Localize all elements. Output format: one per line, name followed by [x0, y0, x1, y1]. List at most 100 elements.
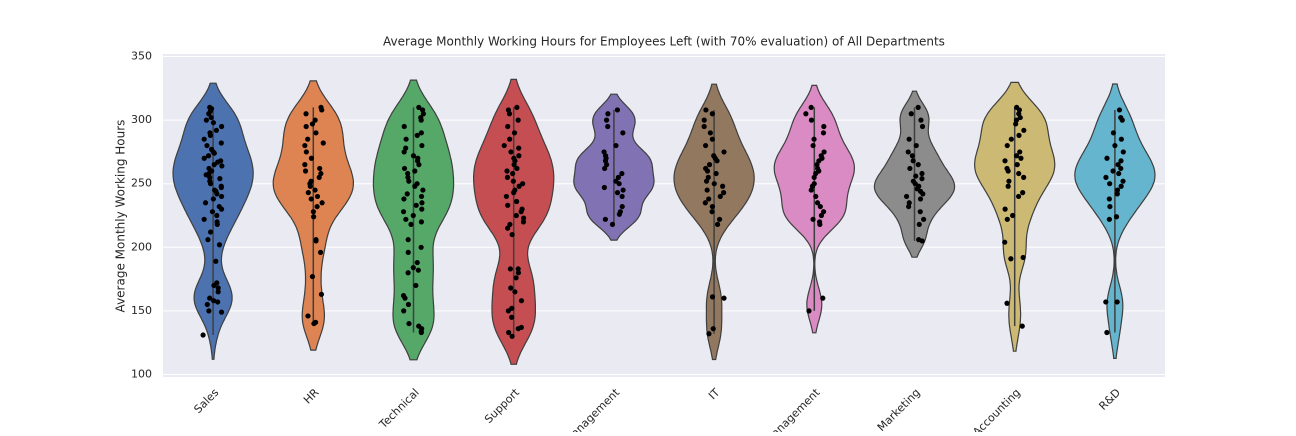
point	[515, 266, 521, 272]
point	[207, 130, 213, 136]
point	[419, 142, 425, 149]
point	[400, 209, 407, 215]
y-tick-label: 300	[131, 113, 152, 126]
point	[418, 114, 424, 121]
point	[510, 170, 516, 177]
point	[218, 309, 225, 315]
point	[201, 136, 207, 142]
x-tick-label: Product Management	[730, 386, 823, 432]
point	[702, 200, 708, 206]
point	[214, 219, 220, 225]
point	[514, 165, 520, 172]
point	[1107, 181, 1113, 187]
point	[602, 216, 608, 222]
point	[513, 275, 519, 281]
point	[309, 121, 316, 127]
point	[415, 267, 421, 273]
y-tick-label: 200	[131, 240, 152, 253]
point	[1104, 155, 1110, 161]
point	[509, 231, 515, 238]
point	[414, 181, 420, 187]
point	[319, 200, 325, 206]
point	[403, 145, 409, 151]
point	[808, 104, 814, 111]
point	[202, 200, 209, 206]
point	[1004, 165, 1010, 172]
point	[420, 187, 426, 193]
point	[803, 111, 809, 117]
point	[209, 209, 216, 215]
point	[907, 165, 913, 172]
point	[305, 313, 311, 319]
point	[509, 314, 515, 320]
point	[1017, 149, 1023, 155]
point	[420, 107, 426, 113]
point	[921, 216, 927, 222]
point	[508, 149, 514, 155]
point	[1116, 107, 1123, 113]
point	[405, 270, 411, 276]
point	[703, 107, 709, 113]
point	[308, 178, 314, 184]
point	[709, 209, 715, 215]
x-tick-label: IT	[706, 386, 722, 402]
point	[1019, 323, 1025, 329]
point	[210, 196, 216, 202]
point	[207, 229, 214, 235]
point	[308, 155, 315, 161]
point	[309, 273, 316, 280]
point	[820, 130, 827, 136]
point	[212, 187, 218, 193]
point	[1002, 239, 1008, 245]
x-tick-label: R&D	[1096, 386, 1123, 413]
point	[1116, 170, 1122, 177]
point	[504, 174, 511, 180]
point	[721, 295, 727, 301]
point	[405, 301, 412, 308]
point	[905, 149, 911, 155]
point	[404, 191, 410, 197]
point	[511, 155, 517, 161]
point	[416, 104, 422, 111]
point	[906, 136, 912, 142]
point	[711, 153, 717, 159]
point	[919, 176, 925, 182]
point	[1002, 206, 1008, 212]
point	[919, 123, 926, 130]
point	[603, 117, 610, 123]
point	[313, 237, 319, 243]
y-tick-label: 100	[131, 367, 152, 380]
point	[620, 130, 626, 136]
y-tick-label: 250	[131, 177, 152, 190]
point	[508, 285, 514, 291]
point	[1120, 178, 1126, 184]
point	[311, 214, 317, 220]
point	[318, 170, 324, 177]
point	[620, 187, 626, 193]
point	[504, 168, 510, 174]
point	[501, 142, 507, 149]
point	[1015, 193, 1022, 200]
point	[302, 168, 309, 174]
point	[918, 117, 924, 123]
point	[1013, 117, 1020, 123]
point	[418, 193, 425, 200]
point	[515, 270, 522, 276]
point	[917, 209, 923, 215]
x-tick-label: Sales	[191, 386, 221, 416]
point	[1104, 329, 1110, 336]
point	[413, 282, 419, 289]
point	[215, 289, 221, 295]
point	[619, 203, 625, 210]
point	[303, 149, 309, 155]
point	[305, 190, 311, 196]
point	[617, 209, 623, 215]
point	[405, 174, 411, 180]
x-tick-label: Accounting	[970, 386, 1023, 432]
x-tick-label: Management	[562, 386, 623, 432]
point	[1018, 155, 1024, 161]
point	[1113, 214, 1120, 220]
point	[516, 153, 522, 159]
point	[205, 237, 211, 243]
